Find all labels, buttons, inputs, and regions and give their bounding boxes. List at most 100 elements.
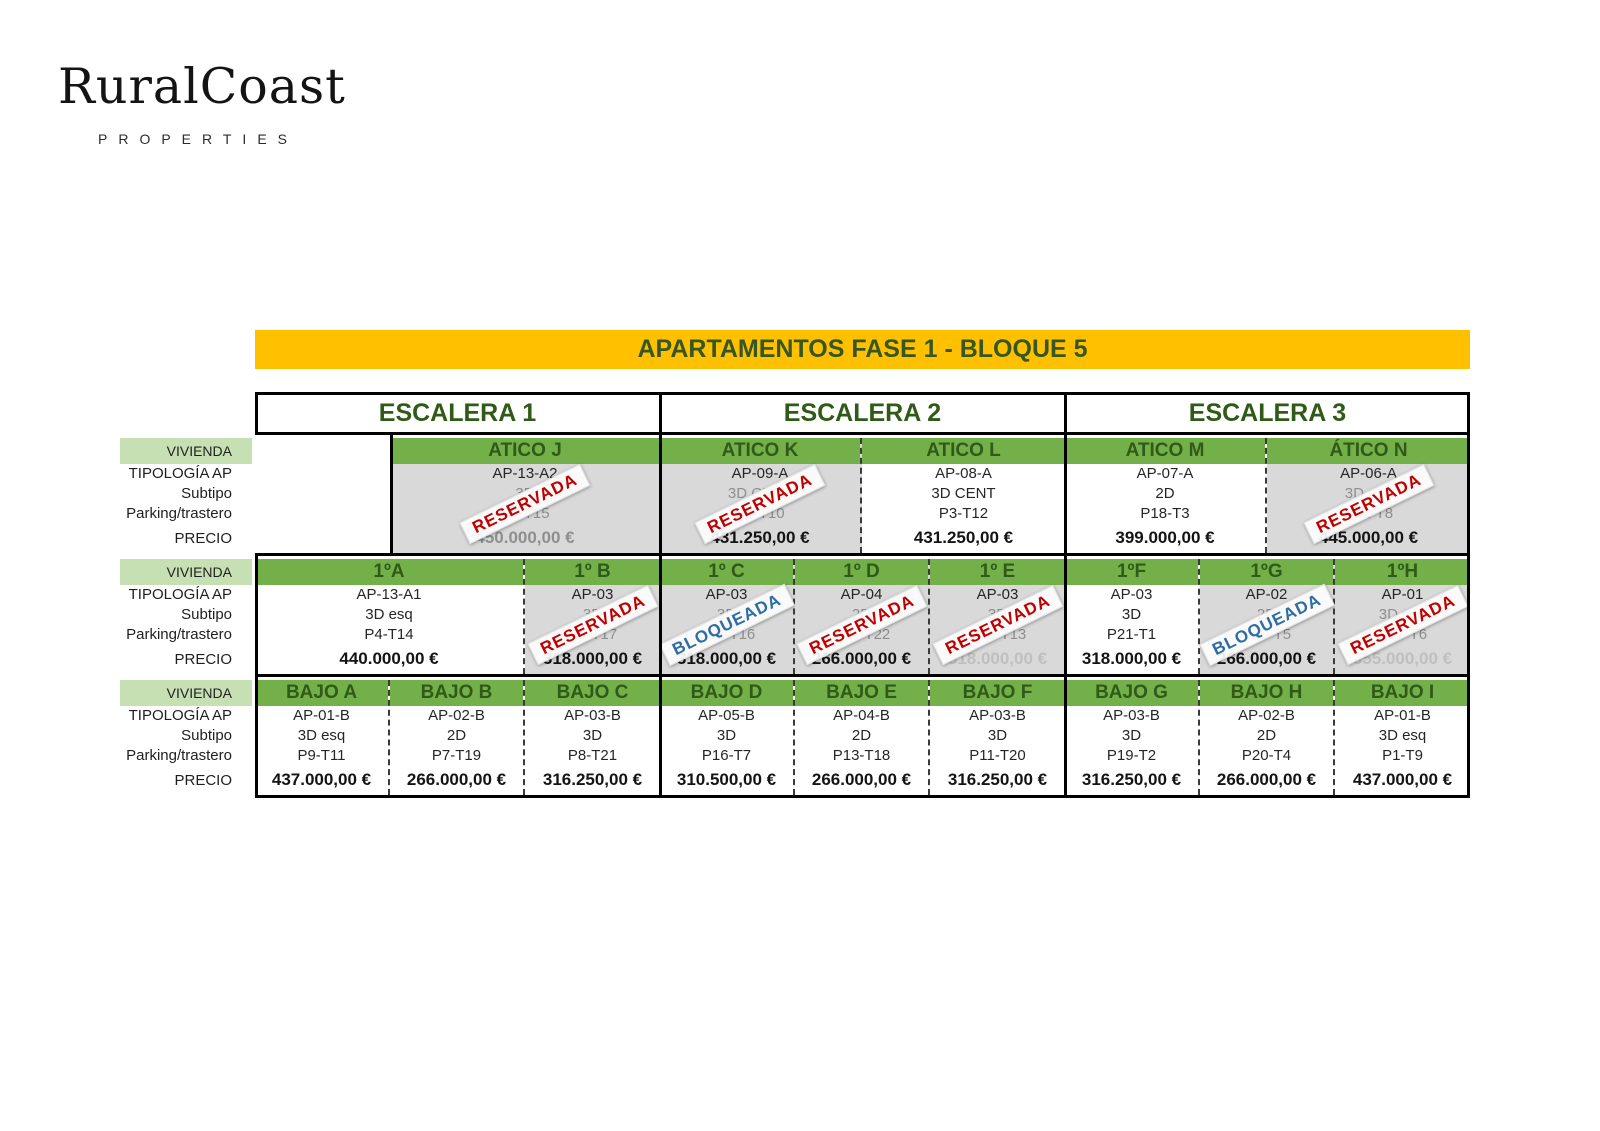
unit-tipologia: AP-03 xyxy=(705,586,748,603)
unit-price: 437.000,00 € xyxy=(1352,770,1453,789)
atico-empty-cell xyxy=(255,438,390,553)
unit-cell-atico-l: ATICO L AP-08-A 3D CENT P3-T12 431.250,0… xyxy=(862,438,1065,553)
row-label-precio: PRECIO xyxy=(174,772,232,789)
grid-border-left-bottom xyxy=(255,553,258,798)
row-label-vivienda: VIVIENDA xyxy=(120,438,252,464)
unit-subtipo: 3D CENT xyxy=(931,485,996,502)
unit-price: 318.000,00 € xyxy=(676,649,777,668)
unit-cell-bajo-a: BAJO A AP-01-B 3D esq P9-T11 437.000,00 … xyxy=(255,680,390,795)
row-label-precio: PRECIO xyxy=(174,651,232,668)
unit-price: 318.000,00 € xyxy=(947,649,1048,668)
unit-cell-atico-k: ATICO K AP-09-A 3D CENT P2-T10 431.250,0… xyxy=(660,438,862,553)
unit-name: BAJO G xyxy=(1065,680,1198,706)
logo-brand-text: RuralCoast xyxy=(58,58,346,115)
unit-parking: P3-T12 xyxy=(938,505,989,522)
unit-tipologia: AP-03 xyxy=(1110,586,1153,603)
unit-price: 266.000,00 € xyxy=(1216,770,1317,789)
unit-subtipo: 3D esq xyxy=(297,727,346,744)
unit-tipologia: AP-03-B xyxy=(564,707,621,724)
unit-cell-bajo-c: BAJO C AP-03-B 3D P8-T21 316.250,00 € xyxy=(525,680,660,795)
unit-name: 1º C xyxy=(660,559,793,585)
unit-parking: P8-T21 xyxy=(567,747,618,764)
unit-cell-1a: 1ºA AP-13-A1 3D esq P4-T14 440.000,00 € xyxy=(255,559,525,674)
unit-subtipo: 3D esq xyxy=(1378,727,1427,744)
unit-parking: P16-T7 xyxy=(701,747,752,764)
unit-tipologia: AP-13-A2 xyxy=(492,465,558,482)
unit-price: 399.000,00 € xyxy=(1115,528,1215,547)
unit-cell-atico-j: ATICO J AP-13-A2 3D P5-T15 450.000,00 € … xyxy=(390,438,660,553)
units-grid: ESCALERA 1 ESCALERA 2 ESCALERA 3 ATICO J… xyxy=(255,392,1470,798)
unit-price: 440.000,00 € xyxy=(339,649,439,668)
unit-name: BAJO F xyxy=(930,680,1065,706)
unit-name: 1ºG xyxy=(1200,559,1333,585)
unit-subtipo: 2D xyxy=(851,727,872,744)
unit-tipologia: AP-06-A xyxy=(1340,465,1397,482)
unit-tipologia: AP-03 xyxy=(976,586,1019,603)
grid-divider-atico xyxy=(255,553,1470,556)
logo-tagline-text: PROPERTIES xyxy=(98,131,298,147)
unit-price: 310.500,00 € xyxy=(676,770,777,789)
row-label-precio: PRECIO xyxy=(174,530,232,547)
unit-tipologia: AP-09-A xyxy=(731,465,789,482)
primero-row: 1ºA AP-13-A1 3D esq P4-T14 440.000,00 € … xyxy=(255,559,1470,674)
unit-price: 431.250,00 € xyxy=(710,528,810,547)
unit-cell-1d: 1º D AP-04 2D P14-T22 266.000,00 € RESER… xyxy=(795,559,930,674)
unit-tipologia: AP-04 xyxy=(840,586,883,603)
unit-name: ATICO K xyxy=(660,438,860,464)
unit-name: ATICO J xyxy=(390,438,660,464)
bajo-row: BAJO A AP-01-B 3D esq P9-T11 437.000,00 … xyxy=(255,680,1470,795)
row-label-parking: Parking/trastero xyxy=(126,505,232,522)
unit-price: 450.000,00 € xyxy=(475,528,575,547)
unit-name: BAJO E xyxy=(795,680,928,706)
row-label-vivienda: VIVIENDA xyxy=(120,559,252,585)
unit-cell-1b: 1º B AP-03 3D P6-T17 318.000,00 € RESERV… xyxy=(525,559,660,674)
unit-parking: P13-T18 xyxy=(832,747,891,764)
unit-cell-bajo-f: BAJO F AP-03-B 3D P11-T20 316.250,00 € xyxy=(930,680,1065,795)
row-label-tipologia: TIPOLOGÍA AP xyxy=(128,465,232,482)
unit-subtipo: 3D xyxy=(582,727,603,744)
unit-subtipo: 3D xyxy=(987,727,1008,744)
unit-cell-1e: 1º E AP-03 3D P15-T13 318.000,00 € RESER… xyxy=(930,559,1065,674)
unit-name: ATICO M xyxy=(1065,438,1265,464)
unit-cell-bajo-h: BAJO H AP-02-B 2D P20-T4 266.000,00 € xyxy=(1200,680,1335,795)
unit-name: 1ºF xyxy=(1065,559,1198,585)
unit-name: BAJO H xyxy=(1200,680,1333,706)
grid-divider-escalera-1-2 xyxy=(659,392,662,798)
unit-subtipo: 3D xyxy=(1121,727,1142,744)
escalera-1-header: ESCALERA 1 xyxy=(255,395,660,432)
atico-row: ATICO J AP-13-A2 3D P5-T15 450.000,00 € … xyxy=(255,438,1470,553)
row-label-parking: Parking/trastero xyxy=(126,747,232,764)
grid-divider-primero xyxy=(255,674,1470,677)
unit-cell-1f: 1ºF AP-03 3D P21-T1 318.000,00 € xyxy=(1065,559,1200,674)
unit-name: BAJO A xyxy=(255,680,388,706)
row-label-tipologia: TIPOLOGÍA AP xyxy=(128,707,232,724)
row-label-vivienda: VIVIENDA xyxy=(120,680,252,706)
pricing-table: VIVIENDA TIPOLOGÍA AP Subtipo Parking/tr… xyxy=(120,392,1470,802)
unit-tipologia: AP-01 xyxy=(1381,586,1424,603)
unit-price: 437.000,00 € xyxy=(271,770,372,789)
row-label-subtipo: Subtipo xyxy=(181,606,232,623)
unit-price: 316.250,00 € xyxy=(947,770,1048,789)
grid-divider-header xyxy=(255,432,1470,435)
unit-tipologia: AP-04-B xyxy=(833,707,890,724)
unit-cell-atico-n: ÁTICO N AP-06-A 3D esq P22-T8 445.000,00… xyxy=(1267,438,1470,553)
row-label-tipologia: TIPOLOGÍA AP xyxy=(128,586,232,603)
unit-tipologia: AP-08-A xyxy=(935,465,992,482)
unit-tipologia: AP-03 xyxy=(571,586,614,603)
unit-subtipo: 2D xyxy=(446,727,467,744)
unit-name: BAJO B xyxy=(390,680,523,706)
grid-step-border xyxy=(390,432,393,556)
unit-cell-1g: 1ºG AP-02 2D P10-T5 266.000,00 € BLOQUEA… xyxy=(1198,559,1335,674)
row-label-parking: Parking/trastero xyxy=(126,626,232,643)
unit-name: ÁTICO N xyxy=(1267,438,1470,464)
unit-subtipo: 3D esq xyxy=(365,606,413,623)
unit-name: 1ºA xyxy=(255,559,523,585)
unit-parking: P21-T1 xyxy=(1106,626,1157,643)
unit-name: 1º D xyxy=(795,559,928,585)
unit-subtipo: 2D xyxy=(1256,727,1277,744)
unit-tipologia: AP-03-B xyxy=(969,707,1026,724)
unit-parking: P7-T19 xyxy=(431,747,482,764)
unit-subtipo: 2D xyxy=(1155,485,1175,502)
unit-parking: P18-T3 xyxy=(1140,505,1190,522)
